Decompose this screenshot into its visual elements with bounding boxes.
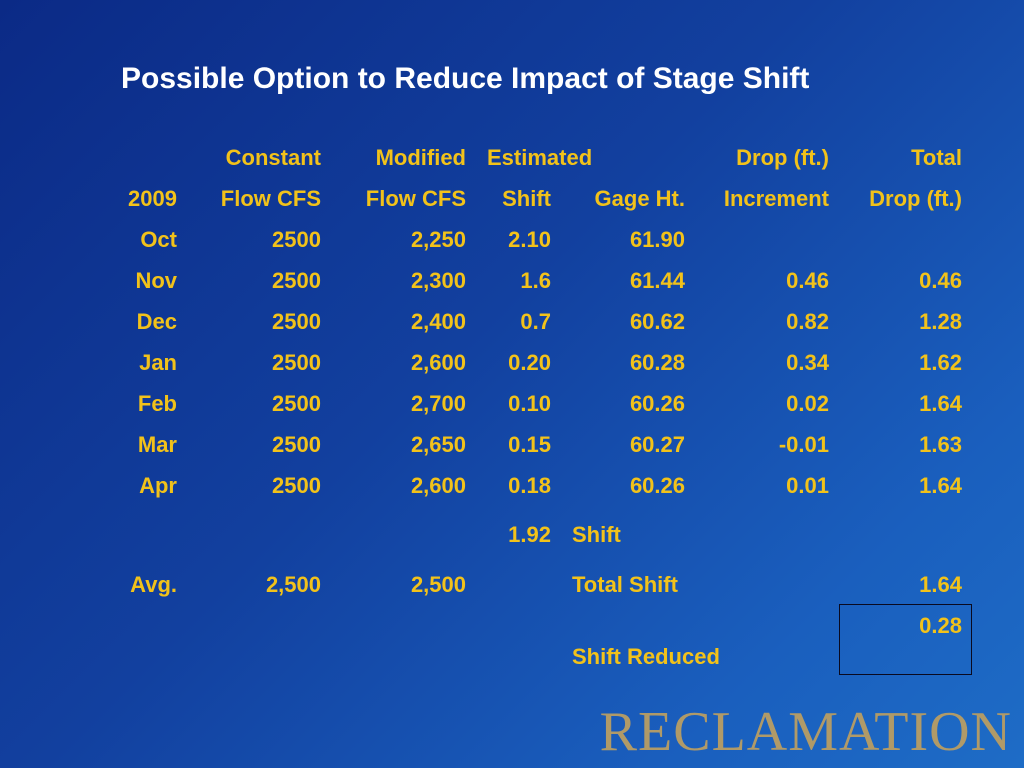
table-cell-month: Mar — [137, 432, 177, 457]
header-estimated: Estimated — [487, 145, 593, 170]
table-cell-constant: 2500 — [272, 391, 321, 416]
table-cell-total-drop: 1.28 — [919, 309, 962, 334]
avg-constant: 2,500 — [265, 572, 321, 597]
table-cell-gage-ht: 61.44 — [629, 268, 685, 293]
table-cell-modified: 2,650 — [410, 432, 466, 457]
table-cell-increment: 0.82 — [786, 309, 829, 334]
table-cell-gage-ht: 60.62 — [629, 309, 685, 334]
table-cell-shift: 0.20 — [508, 350, 551, 375]
table-cell-gage-ht: 60.26 — [629, 391, 685, 416]
table-cell-total-drop: 1.64 — [919, 391, 962, 416]
table-cell-increment: 0.01 — [786, 473, 829, 498]
table-cell-shift: 2.10 — [508, 227, 551, 252]
header-increment: Increment — [723, 186, 829, 211]
table-cell-month: Apr — [139, 473, 177, 498]
total-shift-value: 1.64 — [919, 572, 962, 597]
header-year: 2009 — [128, 186, 177, 211]
header-flow-cfs-modified: Flow CFS — [365, 186, 466, 211]
table-cell-month: Nov — [135, 268, 177, 293]
table-cell-gage-ht: 60.27 — [629, 432, 685, 457]
avg-label: Avg. — [130, 572, 177, 597]
header-drop: Drop (ft.) — [736, 145, 829, 170]
header-shift: Shift — [502, 186, 551, 211]
table-cell-shift: 1.6 — [520, 268, 551, 293]
table-cell-total-drop: 1.63 — [919, 432, 962, 457]
table-cell-constant: 2500 — [272, 473, 321, 498]
table-cell-shift: 0.7 — [520, 309, 551, 334]
header-gage-ht: Gage Ht. — [594, 186, 685, 211]
table-cell-increment: 0.02 — [786, 391, 829, 416]
table-cell-constant: 2500 — [272, 227, 321, 252]
table-cell-modified: 2,250 — [410, 227, 466, 252]
header-total: Total — [911, 145, 962, 170]
table-cell-modified: 2,300 — [410, 268, 466, 293]
header-constant: Constant — [225, 145, 321, 170]
table-cell-constant: 2500 — [272, 268, 321, 293]
table-cell-modified: 2,400 — [410, 309, 466, 334]
shift-reduced-box — [839, 604, 972, 675]
table-cell-total-drop: 1.64 — [919, 473, 962, 498]
shift-sum-value: 1.92 — [508, 522, 551, 547]
header-modified: Modified — [375, 145, 466, 170]
avg-modified: 2,500 — [410, 572, 466, 597]
shift-reduced-value: 0.28 — [919, 613, 962, 638]
table-cell-constant: 2500 — [272, 309, 321, 334]
table-cell-increment: 0.34 — [786, 350, 829, 375]
table-cell-gage-ht: 61.90 — [629, 227, 685, 252]
total-shift-label: Total Shift — [572, 572, 678, 597]
table-cell-increment: 0.46 — [786, 268, 829, 293]
slide-title: Possible Option to Reduce Impact of Stag… — [121, 62, 810, 95]
table-cell-shift: 0.18 — [508, 473, 551, 498]
table-cell-total-drop: 0.46 — [919, 268, 962, 293]
table-cell-month: Oct — [140, 227, 177, 252]
table-cell-shift: 0.10 — [508, 391, 551, 416]
table-cell-modified: 2,600 — [410, 350, 466, 375]
table-cell-month: Jan — [139, 350, 177, 375]
table-cell-gage-ht: 60.28 — [629, 350, 685, 375]
table-cell-month: Dec — [136, 309, 177, 334]
reclamation-logo: RECLAMATION — [599, 701, 1012, 763]
table-cell-increment: -0.01 — [778, 432, 829, 457]
table-cell-modified: 2,600 — [410, 473, 466, 498]
table-cell-constant: 2500 — [272, 350, 321, 375]
table-cell-total-drop: 1.62 — [919, 350, 962, 375]
header-total-drop: Drop (ft.) — [869, 186, 962, 211]
shift-reduced-label: Shift Reduced — [572, 644, 720, 669]
header-flow-cfs-constant: Flow CFS — [220, 186, 321, 211]
table-cell-constant: 2500 — [272, 432, 321, 457]
shift-sum-label: Shift — [572, 522, 621, 547]
table-cell-month: Feb — [137, 391, 177, 416]
table-cell-modified: 2,700 — [410, 391, 466, 416]
table-cell-gage-ht: 60.26 — [629, 473, 685, 498]
table-cell-shift: 0.15 — [508, 432, 551, 457]
